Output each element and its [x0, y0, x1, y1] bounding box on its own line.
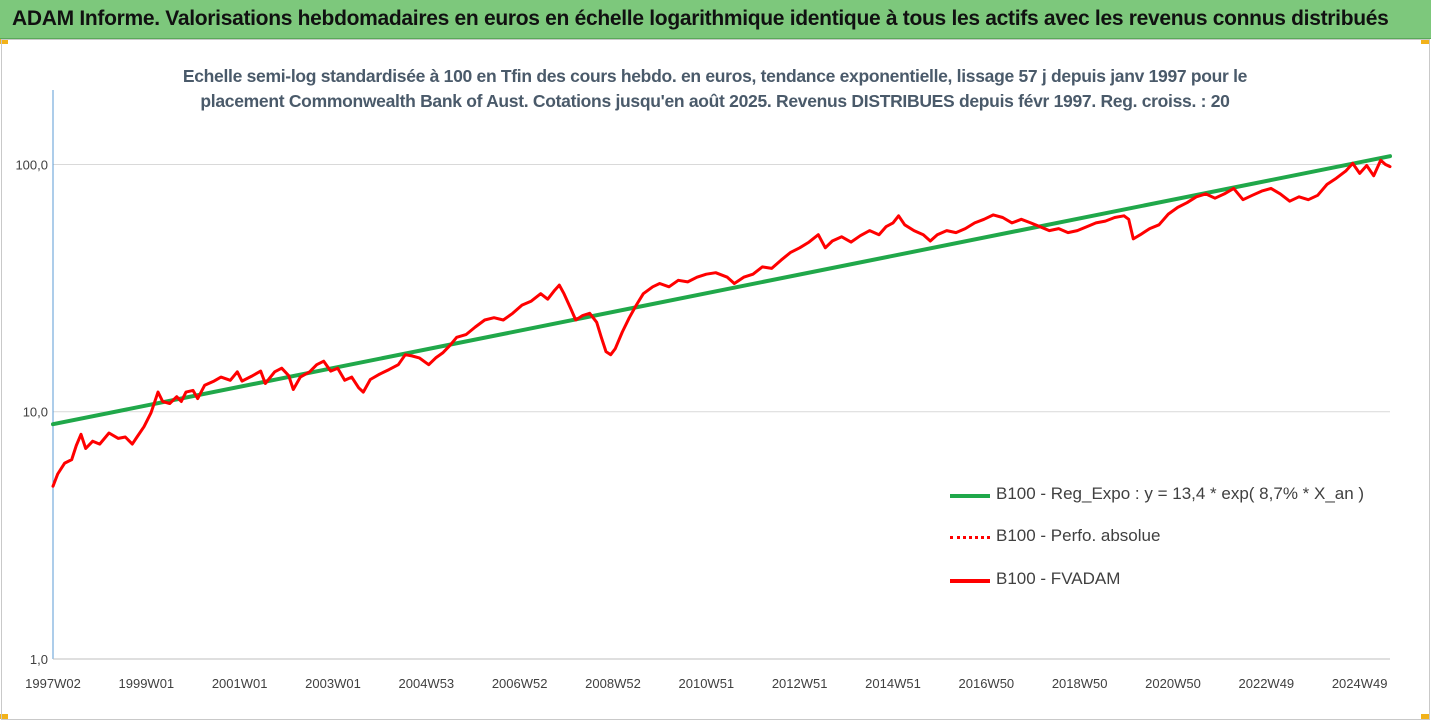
x-tick-label: 2006W52 [492, 676, 548, 691]
regression-line [51, 154, 1392, 427]
x-tick-label: 2004W53 [399, 676, 455, 691]
header-banner: ADAM Informe. Valorisations hebdomadaire… [0, 0, 1431, 39]
x-tick-label: 2018W50 [1052, 676, 1108, 691]
y-tick-labels: 1,0 10,0 100,0 [15, 157, 48, 667]
x-tick-label: 1999W01 [119, 676, 175, 691]
report-title: ADAM Informe. Valorisations hebdomadaire… [12, 7, 1389, 30]
corner-marker [1421, 39, 1429, 44]
legend-swatch-regression [950, 494, 990, 498]
y-tick-label: 10,0 [23, 405, 48, 420]
corner-marker [1421, 714, 1429, 719]
x-tick-label: 2003W01 [305, 676, 361, 691]
x-tick-labels: 1997W02 1999W01 2001W01 2003W01 2004W53 2006W… [25, 676, 1387, 691]
corner-marker [0, 714, 8, 719]
x-tick-label: 2001W01 [212, 676, 268, 691]
legend-swatch-fvadam [950, 579, 990, 583]
x-tick-label: 2022W49 [1239, 676, 1295, 691]
y-tick-label: 100,0 [15, 157, 48, 172]
x-tick-label: 1997W02 [25, 676, 81, 691]
legend-swatch-perfo [950, 536, 990, 539]
fvadam-line [51, 158, 1392, 488]
chart-title-line-2: placement Commonwealth Bank of Aust. Cot… [200, 91, 1230, 111]
x-tick-label: 2010W51 [679, 676, 735, 691]
x-tick-label: 2012W51 [772, 676, 828, 691]
corner-marker [0, 39, 8, 44]
data-series [51, 154, 1392, 488]
chart-title: Echelle semi-log standardisée à 100 en T… [140, 64, 1290, 114]
x-tick-label: 2016W50 [959, 676, 1015, 691]
chart-frame [1, 39, 1430, 720]
x-tick-label: 2014W51 [865, 676, 921, 691]
x-tick-label: 2020W50 [1145, 676, 1201, 691]
legend-label-regression: B100 - Reg_Expo : y = 13,4 * exp( 8,7% *… [996, 484, 1365, 503]
gridlines [53, 163, 1390, 413]
x-tick-label: 2024W49 [1332, 676, 1388, 691]
legend-label-fvadam: B100 - FVADAM [996, 569, 1121, 588]
x-tick-label: 2008W52 [585, 676, 641, 691]
y-tick-label: 1,0 [30, 652, 48, 667]
legend-label-perfo: B100 - Perfo. absolue [996, 526, 1161, 545]
chart-title-line-1: Echelle semi-log standardisée à 100 en T… [182, 66, 1248, 86]
